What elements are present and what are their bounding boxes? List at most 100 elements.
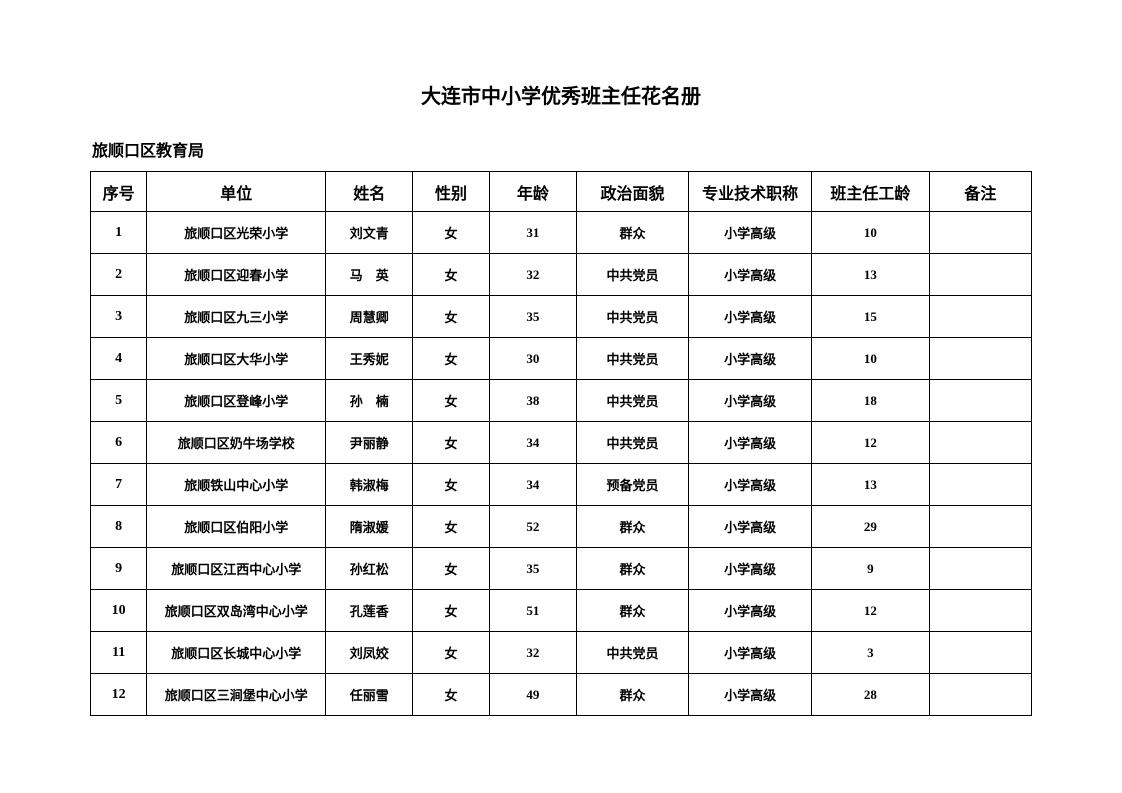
cell-seq: 10	[91, 590, 147, 632]
cell-seq: 3	[91, 296, 147, 338]
cell-name: 周慧卿	[326, 296, 413, 338]
cell-seq: 4	[91, 338, 147, 380]
cell-age: 35	[489, 548, 576, 590]
cell-name: 任丽雪	[326, 674, 413, 716]
cell-ptitle: 小学高级	[689, 422, 812, 464]
cell-name: 马 英	[326, 254, 413, 296]
cell-political: 群众	[576, 674, 689, 716]
cell-political: 中共党员	[576, 632, 689, 674]
cell-unit: 旅顺口区九三小学	[147, 296, 326, 338]
table-row: 8旅顺口区伯阳小学隋淑媛女52群众小学高级29	[91, 506, 1032, 548]
cell-seq: 2	[91, 254, 147, 296]
roster-table: 序号 单位 姓名 性别 年龄 政治面貌 专业技术职称 班主任工龄 备注 1旅顺口…	[90, 171, 1032, 716]
cell-years: 12	[812, 590, 930, 632]
cell-ptitle: 小学高级	[689, 380, 812, 422]
cell-name: 孙 楠	[326, 380, 413, 422]
cell-remark	[929, 464, 1031, 506]
cell-years: 3	[812, 632, 930, 674]
cell-years: 18	[812, 380, 930, 422]
cell-ptitle: 小学高级	[689, 590, 812, 632]
header-name: 姓名	[326, 172, 413, 212]
cell-remark	[929, 254, 1031, 296]
cell-ptitle: 小学高级	[689, 254, 812, 296]
cell-seq: 11	[91, 632, 147, 674]
cell-gender: 女	[413, 380, 490, 422]
table-row: 9旅顺口区江西中心小学孙红松女35群众小学高级9	[91, 548, 1032, 590]
cell-name: 尹丽静	[326, 422, 413, 464]
cell-unit: 旅顺口区奶牛场学校	[147, 422, 326, 464]
cell-unit: 旅顺口区大华小学	[147, 338, 326, 380]
cell-seq: 9	[91, 548, 147, 590]
cell-unit: 旅顺口区三涧堡中心小学	[147, 674, 326, 716]
cell-age: 31	[489, 212, 576, 254]
cell-years: 13	[812, 464, 930, 506]
table-row: 5旅顺口区登峰小学孙 楠女38中共党员小学高级18	[91, 380, 1032, 422]
table-row: 11旅顺口区长城中心小学刘凤姣女32中共党员小学高级3	[91, 632, 1032, 674]
cell-political: 群众	[576, 590, 689, 632]
cell-name: 王秀妮	[326, 338, 413, 380]
cell-unit: 旅顺口区登峰小学	[147, 380, 326, 422]
cell-unit: 旅顺口区江西中心小学	[147, 548, 326, 590]
cell-ptitle: 小学高级	[689, 674, 812, 716]
cell-political: 中共党员	[576, 338, 689, 380]
header-seq: 序号	[91, 172, 147, 212]
cell-age: 49	[489, 674, 576, 716]
cell-remark	[929, 338, 1031, 380]
cell-age: 32	[489, 632, 576, 674]
cell-name: 刘文青	[326, 212, 413, 254]
header-unit: 单位	[147, 172, 326, 212]
cell-ptitle: 小学高级	[689, 506, 812, 548]
cell-years: 12	[812, 422, 930, 464]
cell-remark	[929, 548, 1031, 590]
cell-name: 韩淑梅	[326, 464, 413, 506]
document-subtitle: 旅顺口区教育局	[90, 137, 1032, 161]
header-political: 政治面貌	[576, 172, 689, 212]
cell-unit: 旅顺口区双岛湾中心小学	[147, 590, 326, 632]
cell-political: 中共党员	[576, 422, 689, 464]
cell-political: 群众	[576, 548, 689, 590]
cell-age: 30	[489, 338, 576, 380]
cell-unit: 旅顺口区长城中心小学	[147, 632, 326, 674]
cell-political: 中共党员	[576, 254, 689, 296]
cell-years: 15	[812, 296, 930, 338]
cell-seq: 6	[91, 422, 147, 464]
cell-remark	[929, 632, 1031, 674]
cell-age: 32	[489, 254, 576, 296]
cell-years: 28	[812, 674, 930, 716]
cell-remark	[929, 674, 1031, 716]
cell-years: 10	[812, 212, 930, 254]
cell-gender: 女	[413, 506, 490, 548]
cell-seq: 1	[91, 212, 147, 254]
cell-age: 38	[489, 380, 576, 422]
cell-remark	[929, 590, 1031, 632]
cell-gender: 女	[413, 590, 490, 632]
cell-name: 隋淑媛	[326, 506, 413, 548]
cell-name: 孙红松	[326, 548, 413, 590]
cell-name: 孔莲香	[326, 590, 413, 632]
cell-gender: 女	[413, 338, 490, 380]
table-row: 6旅顺口区奶牛场学校尹丽静女34中共党员小学高级12	[91, 422, 1032, 464]
cell-ptitle: 小学高级	[689, 548, 812, 590]
cell-age: 34	[489, 464, 576, 506]
table-row: 3旅顺口区九三小学周慧卿女35中共党员小学高级15	[91, 296, 1032, 338]
cell-ptitle: 小学高级	[689, 464, 812, 506]
cell-years: 29	[812, 506, 930, 548]
cell-ptitle: 小学高级	[689, 632, 812, 674]
cell-ptitle: 小学高级	[689, 338, 812, 380]
cell-ptitle: 小学高级	[689, 212, 812, 254]
cell-seq: 7	[91, 464, 147, 506]
document-title: 大连市中小学优秀班主任花名册	[90, 80, 1032, 109]
table-row: 12旅顺口区三涧堡中心小学任丽雪女49群众小学高级28	[91, 674, 1032, 716]
cell-remark	[929, 296, 1031, 338]
table-header-row: 序号 单位 姓名 性别 年龄 政治面貌 专业技术职称 班主任工龄 备注	[91, 172, 1032, 212]
cell-political: 中共党员	[576, 296, 689, 338]
cell-unit: 旅顺铁山中心小学	[147, 464, 326, 506]
cell-gender: 女	[413, 296, 490, 338]
table-row: 1旅顺口区光荣小学刘文青女31群众小学高级10	[91, 212, 1032, 254]
cell-years: 9	[812, 548, 930, 590]
cell-unit: 旅顺口区光荣小学	[147, 212, 326, 254]
cell-remark	[929, 212, 1031, 254]
cell-gender: 女	[413, 254, 490, 296]
cell-age: 34	[489, 422, 576, 464]
cell-unit: 旅顺口区伯阳小学	[147, 506, 326, 548]
